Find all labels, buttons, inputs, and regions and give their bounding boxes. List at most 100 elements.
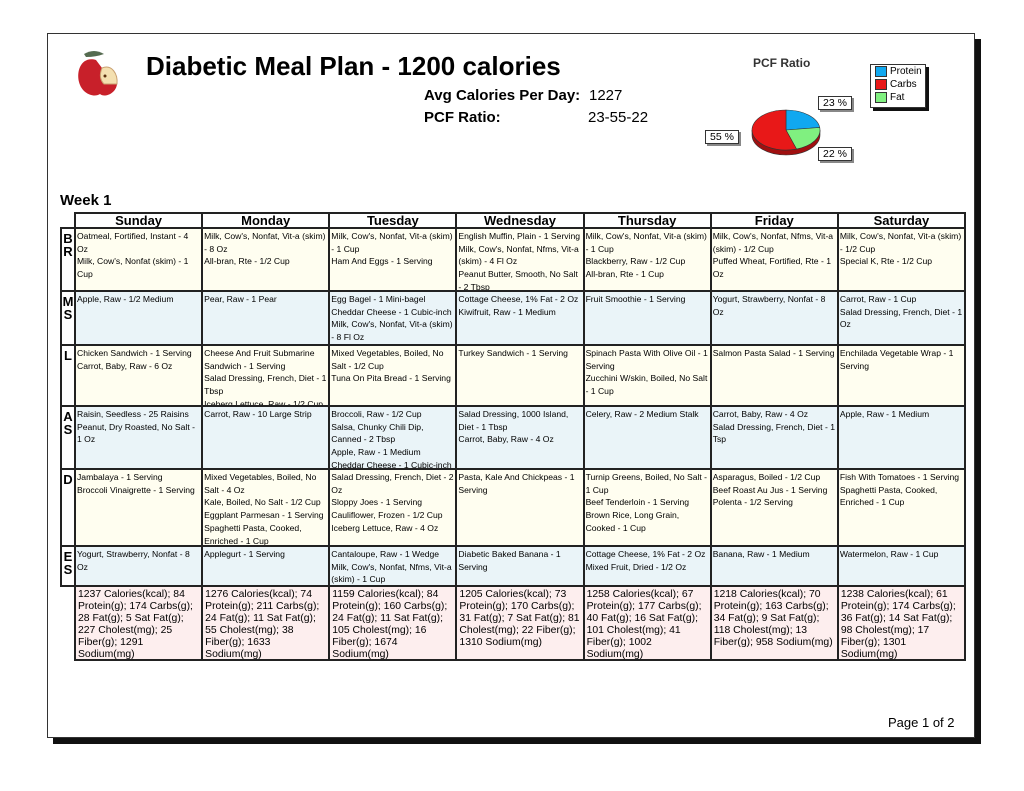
food-item: Milk, Cow's, Nonfat, Vit-a (skim) - 8 Oz bbox=[204, 231, 326, 254]
food-item: Applegurt - 1 Serving bbox=[204, 549, 285, 559]
food-item: Celery, Raw - 2 Medium Stalk bbox=[585, 409, 699, 419]
food-item: Carrot, Raw - 1 Cup bbox=[839, 294, 917, 304]
meal-label-letter: D bbox=[63, 472, 73, 487]
page-title: Diabetic Meal Plan - 1200 calories bbox=[146, 51, 561, 81]
meal-cell-content: English Muffin, Plain - 1 Serving Milk, C… bbox=[458, 230, 581, 290]
meal-cell-content: Jambalaya - 1 Serving Broccoli Vinaigrett… bbox=[77, 471, 200, 544]
food-item: Mixed Vegetables, Boiled, No Salt - 4 Oz bbox=[204, 472, 317, 495]
meal-cell-content: Cantaloupe, Raw - 1 Wedge Milk, Cow's, No… bbox=[331, 548, 454, 584]
food-item: Carrot, Baby, Raw - 6 Oz bbox=[77, 360, 173, 371]
food-item: All-bran, Rte - 1/2 Cup bbox=[204, 256, 290, 267]
food-item: Ham And Eggs - 1 Serving bbox=[331, 256, 433, 267]
daily-total-cell: 1205 Calories(kcal); 73 Protein(g); 170 … bbox=[455, 585, 585, 661]
day-header-friday: Friday bbox=[709, 212, 839, 229]
food-item: All-bran, Rte - 1 Cup bbox=[585, 269, 664, 280]
meal-cell: Spinach Pasta With Olive Oil - 1 Serving… bbox=[582, 344, 712, 407]
meal-cell-content: Milk, Cow's, Nonfat, Vit-a (skim) - 8 Oz… bbox=[204, 230, 327, 289]
week-label: Week 1 bbox=[60, 192, 112, 209]
food-item: Enchilada Vegetable Wrap - 1 Serving bbox=[839, 348, 954, 371]
food-item: Carrot, Baby, Raw - 4 Oz bbox=[712, 409, 809, 419]
meal-cell-content: Spinach Pasta With Olive Oil - 1 Serving… bbox=[585, 347, 709, 404]
meal-cell-content: Pear, Raw - 1 Pear bbox=[204, 293, 327, 343]
food-item: Cottage Cheese, 1% Fat - 2 Oz bbox=[458, 294, 579, 304]
avg-calories-value: 1227 bbox=[589, 87, 623, 104]
food-item: Carrot, Raw - 10 Large Strip bbox=[204, 409, 312, 419]
food-item: Iceberg Lettuce, Raw - 1/2 Cup bbox=[204, 398, 324, 405]
meal-cell: Milk, Cow's, Nonfat, Vit-a (skim) - 1/2 … bbox=[836, 227, 967, 292]
meal-label-letter: E bbox=[63, 549, 73, 564]
food-item: Iceberg Lettuce, Raw - 4 Oz bbox=[331, 522, 439, 533]
food-item: Apple, Raw - 1 Medium bbox=[839, 409, 930, 419]
legend-item-protein: Protein bbox=[871, 65, 925, 78]
meal-cell-content: Celery, Raw - 2 Medium Stalk bbox=[585, 408, 709, 467]
corner-cell bbox=[61, 213, 75, 229]
daily-total-text: 1238 Calories(kcal); 61 Protein(g); 174 … bbox=[840, 589, 956, 659]
page-number: Page 1 of 2 bbox=[888, 715, 955, 730]
meal-cell-content: Apple, Raw - 1 Medium bbox=[839, 408, 963, 467]
meal-row: E S Yogurt, Strawberry, Nonfat - 8 Oz Apple… bbox=[60, 545, 967, 587]
meal-cell: Oatmeal, Fortified, Instant - 4 Oz Milk, … bbox=[73, 227, 204, 292]
meal-cell-content: Oatmeal, Fortified, Instant - 4 Oz Milk, … bbox=[77, 230, 200, 289]
meal-cell: Yogurt, Strawberry, Nonfat - 8 Oz bbox=[73, 545, 204, 587]
meal-cell-content: Milk, Cow's, Nonfat, Vit-a (skim) - 1 Cu… bbox=[585, 230, 709, 289]
meal-label-letter: L bbox=[64, 348, 72, 363]
meal-cell: Watermelon, Raw - 1 Cup bbox=[836, 545, 967, 587]
meal-cell: Apple, Raw - 1/2 Medium bbox=[73, 290, 204, 346]
food-item: Egg Bagel - 1 Mini-bagel bbox=[331, 294, 426, 304]
daily-total-text: 1218 Calories(kcal); 70 Protein(g); 163 … bbox=[713, 589, 833, 648]
meal-cell-content: Yogurt, Strawberry, Nonfat - 8 Oz bbox=[713, 293, 836, 343]
meal-cell: Cantaloupe, Raw - 1 Wedge Milk, Cow's, No… bbox=[328, 545, 458, 587]
meal-cell: Pear, Raw - 1 Pear bbox=[201, 290, 331, 346]
meal-cell: Raisin, Seedless - 25 Raisins Peanut, Dry… bbox=[73, 405, 204, 470]
meal-cell-content: Turkey Sandwich - 1 Serving bbox=[458, 347, 581, 404]
totals-row: 1237 Calories(kcal); 84 Protein(g); 174 … bbox=[61, 585, 967, 661]
daily-total-text: 1276 Calories(kcal); 74 Protein(g); 211 … bbox=[205, 589, 320, 659]
pie-label-fat: 22 % bbox=[818, 147, 852, 161]
meal-cell: Carrot, Raw - 10 Large Strip bbox=[201, 405, 331, 470]
meal-row: M S Apple, Raw - 1/2 Medium Pear, Raw - 1 P… bbox=[60, 290, 967, 346]
meal-label-letter: S bbox=[63, 307, 73, 322]
food-item: Cantaloupe, Raw - 1 Wedge bbox=[331, 549, 440, 559]
daily-total-text: 1205 Calories(kcal); 73 Protein(g); 170 … bbox=[459, 589, 580, 648]
meal-cell: Apple, Raw - 1 Medium bbox=[836, 405, 967, 470]
meal-cell: Yogurt, Strawberry, Nonfat - 8 Oz bbox=[709, 290, 839, 346]
food-item: English Muffin, Plain - 1 Serving bbox=[458, 231, 581, 241]
food-item: Diabetic Baked Banana - 1 Serving bbox=[458, 549, 561, 572]
food-item: Salad Dressing, 1000 Island, Diet - 1 Tb… bbox=[458, 409, 569, 432]
legend-swatch bbox=[875, 66, 887, 77]
meal-row: L Chicken Sandwich - 1 Serving Carrot, Bab… bbox=[60, 344, 967, 407]
meal-cell: Milk, Cow's, Nonfat, Vit-a (skim) - 8 Oz… bbox=[201, 227, 331, 292]
food-item: Turnip Greens, Boiled, No Salt - 1 Cup bbox=[585, 472, 708, 495]
day-header-thursday: Thursday bbox=[582, 212, 712, 229]
daily-total-cell: 1258 Calories(kcal); 67 Protein(g); 177 … bbox=[582, 585, 712, 661]
meal-cell: Egg Bagel - 1 Mini-bagel Cheddar Cheese -… bbox=[328, 290, 458, 346]
daily-total-text: 1258 Calories(kcal); 67 Protein(g); 177 … bbox=[586, 589, 702, 659]
meal-cell-content: Fruit Smoothie - 1 Serving bbox=[586, 293, 709, 343]
food-item: Oatmeal, Fortified, Instant - 4 Oz bbox=[77, 231, 189, 254]
food-item: Spaghetti Pasta, Cooked, Enriched - 1 Cu… bbox=[204, 522, 302, 545]
food-item: Cheddar Cheese - 1 Cubic-inch bbox=[331, 459, 452, 468]
meal-label-letter: A bbox=[63, 409, 73, 424]
meal-label-letter: B bbox=[63, 231, 73, 246]
avg-calories-label: Avg Calories Per Day: bbox=[424, 87, 581, 104]
food-item: Peanut Butter, Smooth, No Salt - 2 Tbsp bbox=[458, 269, 578, 290]
meal-cell-content: Mixed Vegetables, Boiled, No Salt - 1/2 … bbox=[331, 347, 454, 404]
meal-cell-content: Banana, Raw - 1 Medium bbox=[713, 548, 836, 584]
food-item: Sloppy Joes - 1 Serving bbox=[331, 497, 423, 508]
daily-total-cell: 1159 Calories(kcal); 84 Protein(g); 160 … bbox=[328, 585, 458, 661]
meal-label-letter: S bbox=[63, 422, 73, 437]
food-item: Chicken Sandwich - 1 Serving bbox=[77, 348, 192, 358]
food-item: Spinach Pasta With Olive Oil - 1 Serving bbox=[585, 348, 708, 371]
day-header-sunday: Sunday bbox=[73, 212, 204, 229]
meal-cell-content: Cheese And Fruit Submarine Sandwich - 1 … bbox=[204, 347, 327, 405]
food-item: Mixed Fruit, Dried - 1/2 Oz bbox=[585, 561, 687, 572]
food-item: Apple, Raw - 1/2 Medium bbox=[77, 294, 174, 304]
pie-label-protein: 23 % bbox=[818, 96, 852, 110]
pie-slice-fat bbox=[785, 127, 821, 150]
food-item: Cheese And Fruit Submarine Sandwich - 1 … bbox=[204, 348, 315, 371]
meal-cell: Fruit Smoothie - 1 Serving bbox=[582, 290, 712, 346]
meal-cell-content: Raisin, Seedless - 25 Raisins Peanut, Dry… bbox=[77, 408, 200, 467]
food-item: Milk, Cow's, Nonfat (skim) - 1 Cup bbox=[77, 256, 189, 280]
meal-cell: Salad Dressing, 1000 Island, Diet - 1 Tb… bbox=[455, 405, 585, 470]
